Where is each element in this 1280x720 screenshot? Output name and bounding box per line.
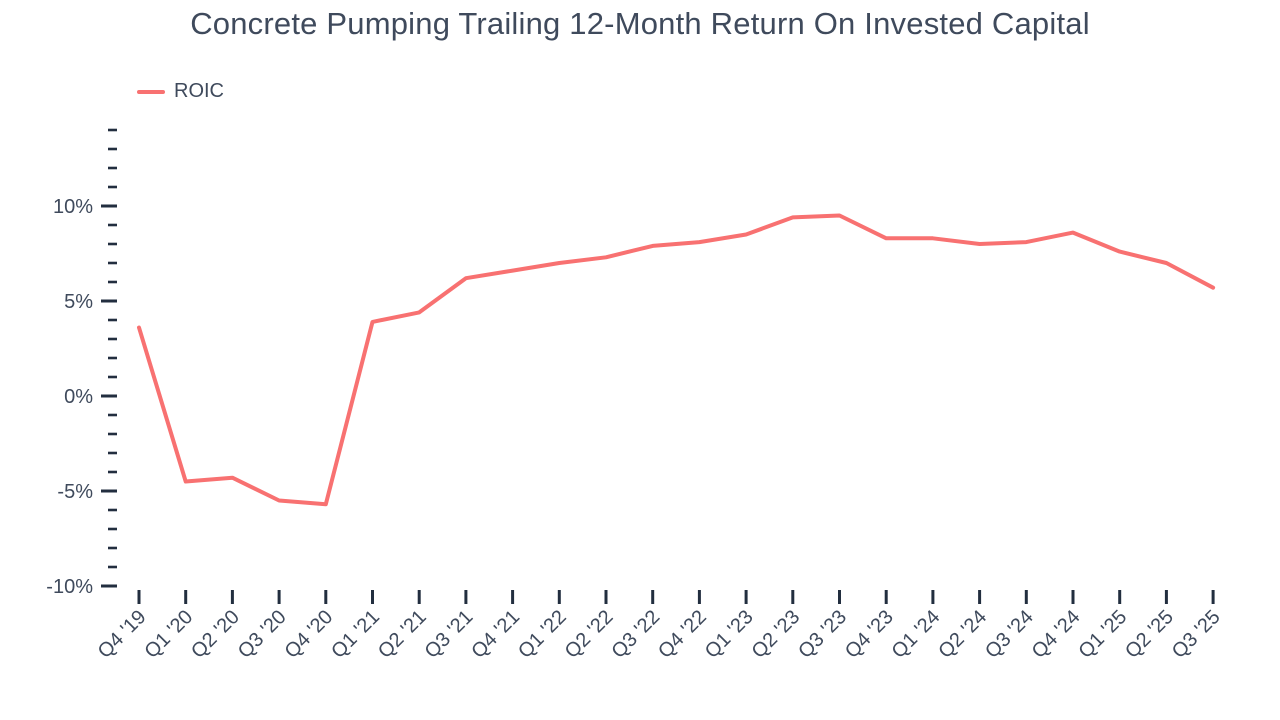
chart-title: Concrete Pumping Trailing 12-Month Retur… xyxy=(190,6,1090,41)
x-axis-tick-label: Q1 '25 xyxy=(1074,606,1131,663)
legend-line-swatch xyxy=(137,89,165,94)
x-axis-tick-label: Q1 '20 xyxy=(140,606,197,663)
x-axis-tick-label: Q4 '19 xyxy=(94,606,151,663)
y-axis-tick-label: -10% xyxy=(46,576,93,598)
x-axis-tick-label: Q4 '20 xyxy=(281,606,338,663)
x-axis-tick-label: Q1 '22 xyxy=(514,606,571,663)
x-axis-tick-label: Q2 '23 xyxy=(748,606,805,663)
x-axis-tick-label: Q3 '20 xyxy=(234,606,291,663)
x-axis-tick-label: Q2 '25 xyxy=(1121,606,1178,663)
y-axis-tick-label: 0% xyxy=(64,386,93,408)
x-axis-tick-label: Q1 '24 xyxy=(888,606,945,663)
x-axis-tick-label: Q4 '23 xyxy=(841,606,898,663)
y-axis-tick-label: -5% xyxy=(57,481,93,503)
x-axis-tick-label: Q2 '24 xyxy=(934,606,991,663)
x-axis-tick-label: Q1 '21 xyxy=(327,606,384,663)
x-axis-tick-label: Q4 '24 xyxy=(1028,606,1085,663)
x-axis-tick-label: Q1 '23 xyxy=(701,606,758,663)
x-axis-tick-label: Q3 '21 xyxy=(421,606,478,663)
x-axis-tick-label: Q2 '22 xyxy=(561,606,618,663)
y-axis-tick-label: 5% xyxy=(64,291,93,313)
x-axis-tick-label: Q3 '25 xyxy=(1168,606,1225,663)
legend-label: ROIC xyxy=(174,80,224,102)
x-axis-tick-label: Q4 '21 xyxy=(467,606,524,663)
x-axis-tick-label: Q3 '22 xyxy=(607,606,664,663)
x-axis-tick-label: Q2 '20 xyxy=(187,606,244,663)
y-axis-tick-label: 10% xyxy=(53,196,93,218)
roic-line xyxy=(137,213,1216,507)
x-axis-tick-label: Q3 '24 xyxy=(981,606,1038,663)
legend: ROIC xyxy=(137,80,224,103)
x-axis-tick-label: Q4 '22 xyxy=(654,606,711,663)
x-axis-tick-label: Q2 '21 xyxy=(374,606,431,663)
x-axis-tick-label: Q3 '23 xyxy=(794,606,851,663)
